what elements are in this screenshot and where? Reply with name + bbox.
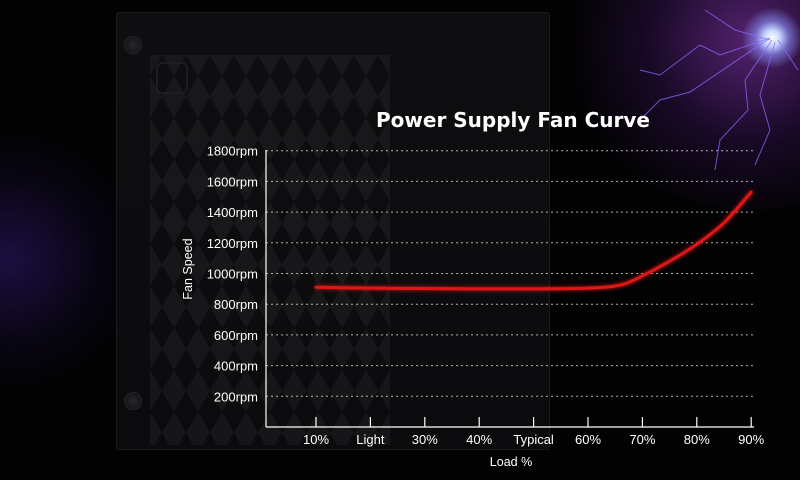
psu-screw [124,36,142,54]
x-tick-label: 70% [629,432,655,447]
y-axis-label: Fan Speed [181,238,195,299]
grid-lines [266,150,754,397]
y-tick-label: 1200rpm [207,236,258,251]
psu-screw [124,392,142,410]
x-tick-label: 40% [466,432,492,447]
x-tick-label: 10% [303,432,329,447]
y-tick-label: 800rpm [214,297,258,312]
chart-title: Power Supply Fan Curve [376,108,650,132]
y-tick-label: 1600rpm [207,174,258,189]
y-tick-label: 1000rpm [207,267,258,282]
series-line-fan-speed [314,190,753,291]
y-tick-label: 400rpm [214,359,258,374]
x-tick-label: 60% [575,432,601,447]
y-tick-label: 200rpm [214,389,258,404]
y-tick-label: 1800rpm [207,144,258,159]
x-tick-label: 30% [412,432,438,447]
x-tick-label: 90% [738,432,764,447]
y-axis-ticks: 200rpm 400rpm 600rpm 800rpm 1000rpm 1200rpm 14… [207,144,258,405]
x-axis-ticks: 10% Light 30% 40% Typical 60% 70% 80% 90% [303,417,765,447]
psu-grille-pattern [150,55,390,445]
y-tick-label: 600rpm [214,328,258,343]
x-tick-label: Typical [513,432,554,447]
psu-product-image [116,12,550,450]
y-tick-label: 1400rpm [207,205,258,220]
psu-corner-mark [156,62,188,94]
x-axis-label: Load % [490,455,532,469]
x-tick-label: 80% [684,432,710,447]
plasma-bolts [639,9,799,171]
x-tick-label: Light [356,432,385,447]
